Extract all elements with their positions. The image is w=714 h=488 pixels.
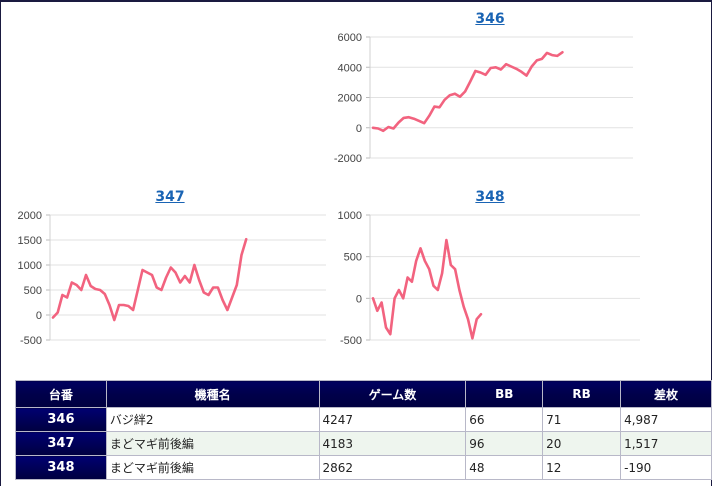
col-header-games: ゲーム数 — [318, 380, 467, 408]
chart-346: 346 6000 4000 2000 0 -2000 — [330, 10, 650, 180]
y-tick-label: 0 — [36, 310, 42, 322]
y-tick-label: -500 — [340, 335, 362, 347]
y-tick-label: 4000 — [338, 62, 362, 74]
series-line — [371, 50, 564, 133]
y-tick-label: -2000 — [334, 153, 362, 165]
y-tick-label: 0 — [356, 293, 362, 305]
row-bb-cell: 96 — [465, 431, 544, 456]
chart-348-plot: 1000 500 0 -500 — [338, 210, 640, 347]
series-line — [371, 238, 483, 340]
row-number-cell: 346 — [15, 407, 107, 432]
row-bb-cell: 66 — [465, 407, 544, 432]
col-header-number: 台番 — [15, 380, 107, 408]
table-row: 346 バジ絆2 4247 66 71 4,987 — [15, 407, 712, 432]
y-tick-label: 500 — [344, 252, 362, 264]
row-rb-cell: 71 — [542, 407, 622, 432]
table-row: 347 まどマギ前後編 4183 96 20 1,517 — [15, 431, 712, 456]
col-header-rb: RB — [542, 380, 622, 408]
row-number-cell: 348 — [15, 455, 107, 480]
row-diff-cell: 1,517 — [620, 431, 712, 456]
chart-346-plot: 6000 4000 2000 0 -2000 — [334, 32, 633, 165]
row-games-cell: 2862 — [318, 455, 467, 480]
col-header-model: 機種名 — [105, 380, 320, 408]
row-games-cell: 4183 — [318, 431, 467, 456]
row-model-cell: まどマギ前後編 — [105, 431, 320, 456]
y-tick-label: 2000 — [338, 93, 362, 105]
y-tick-label: -500 — [20, 335, 42, 347]
chart-title-link-347[interactable]: 347 — [155, 189, 185, 205]
row-number-cell: 347 — [15, 431, 107, 456]
y-tick-label: 1000 — [18, 260, 42, 272]
y-tick-label: 500 — [24, 285, 42, 297]
col-header-diff: 差枚 — [620, 380, 712, 408]
row-rb-cell: 12 — [542, 455, 622, 480]
chart-title-link-348[interactable]: 348 — [475, 189, 505, 205]
y-tick-label: 6000 — [338, 32, 362, 44]
row-rb-cell: 20 — [542, 431, 622, 456]
series-line — [51, 237, 248, 322]
chart-title-link-346[interactable]: 346 — [475, 11, 505, 27]
row-diff-cell: 4,987 — [620, 407, 712, 432]
row-bb-cell: 48 — [465, 455, 544, 480]
machine-table: 台番 機種名 ゲーム数 BB RB 差枚 346 バジ絆2 4247 66 71… — [15, 380, 712, 480]
row-games-cell: 4247 — [318, 407, 467, 432]
y-tick-label: 1500 — [18, 235, 42, 247]
chart-347: 347 2000 1500 1000 500 0 -500 — [10, 188, 330, 353]
table-row: 348 まどマギ前後編 2862 48 12 -190 — [15, 455, 712, 480]
chart-347-plot: 2000 1500 1000 500 0 -500 — [18, 210, 326, 347]
row-diff-cell: -190 — [620, 455, 712, 480]
y-tick-label: 1000 — [338, 210, 362, 222]
col-header-bb: BB — [465, 380, 544, 408]
y-tick-label: 0 — [356, 123, 362, 135]
row-model-cell: まどマギ前後編 — [105, 455, 320, 480]
chart-348: 348 1000 500 0 -500 — [330, 188, 650, 353]
table-header-row: 台番 機種名 ゲーム数 BB RB 差枚 — [15, 380, 712, 408]
y-tick-label: 2000 — [18, 210, 42, 222]
row-model-cell: バジ絆2 — [105, 407, 320, 432]
